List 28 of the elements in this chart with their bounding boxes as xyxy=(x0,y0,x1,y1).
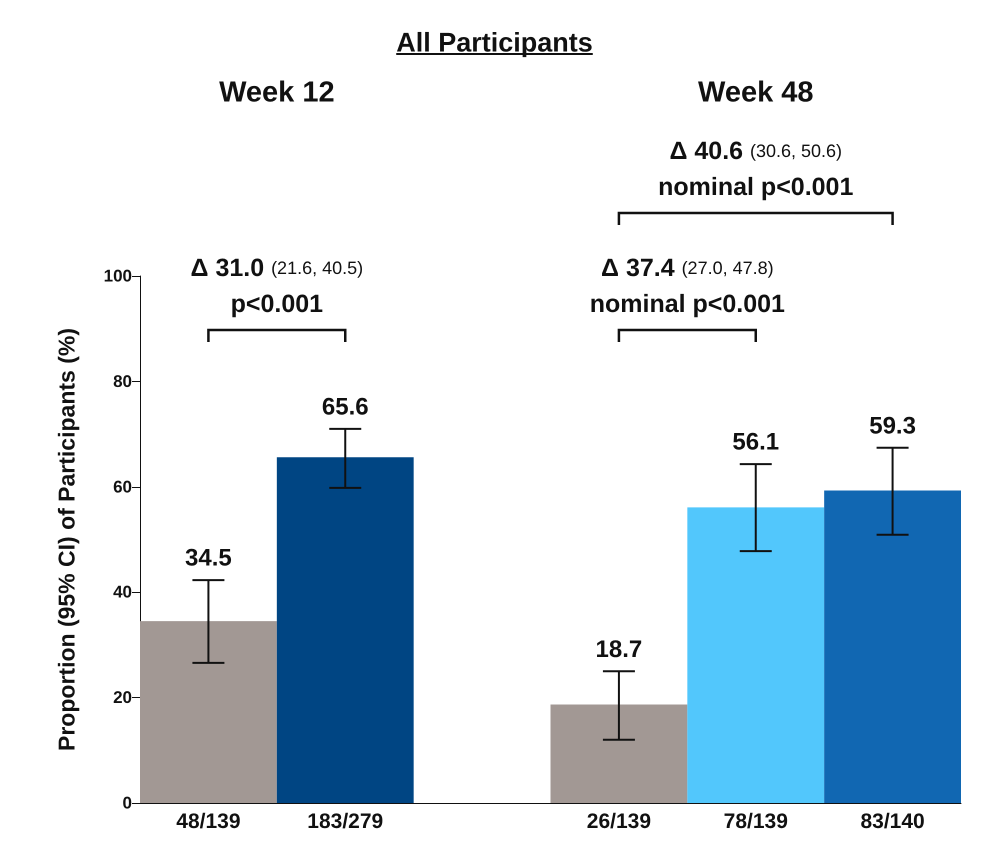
y-tick-label: 20 xyxy=(113,688,132,708)
y-tick-label: 100 xyxy=(104,266,132,286)
x-tick-label: 78/139 xyxy=(724,810,788,833)
data-label: 34.5 xyxy=(185,544,232,572)
x-tick-label: 48/139 xyxy=(176,810,241,833)
bar xyxy=(276,457,414,803)
y-tick-label: 40 xyxy=(113,582,132,602)
bar xyxy=(824,490,961,803)
y-axis-title: Proportion (95% CI) of Participants (%) xyxy=(54,328,80,751)
data-label: 65.6 xyxy=(322,393,369,420)
data-label: 59.3 xyxy=(869,412,916,440)
bar xyxy=(140,621,277,803)
text: Week 12 xyxy=(219,76,335,108)
text: Δ 40.6 (30.6, 50.6) nominal p<0.001 xyxy=(658,137,854,201)
y-tick-label: 60 xyxy=(113,477,132,496)
bar xyxy=(550,704,688,803)
x-tick-label: 183/279 xyxy=(307,810,384,833)
data-label: 18.7 xyxy=(596,636,642,663)
text: Week 48 xyxy=(698,76,814,108)
chart-title: All Participants xyxy=(396,28,593,58)
x-tick-label: 26/139 xyxy=(586,810,652,833)
annotation: Δ 37.4 (27.0, 47.8) nominal p<0.001 xyxy=(590,254,786,318)
y-tick-label: 0 xyxy=(122,794,132,812)
bar xyxy=(687,507,824,803)
annotation: Δ 31.0 (21.6, 40.5) p<0.001 xyxy=(190,254,364,318)
data-label: 56.1 xyxy=(732,428,780,456)
x-tick-label: 83/140 xyxy=(860,810,925,833)
y-tick-label: 80 xyxy=(113,372,132,391)
